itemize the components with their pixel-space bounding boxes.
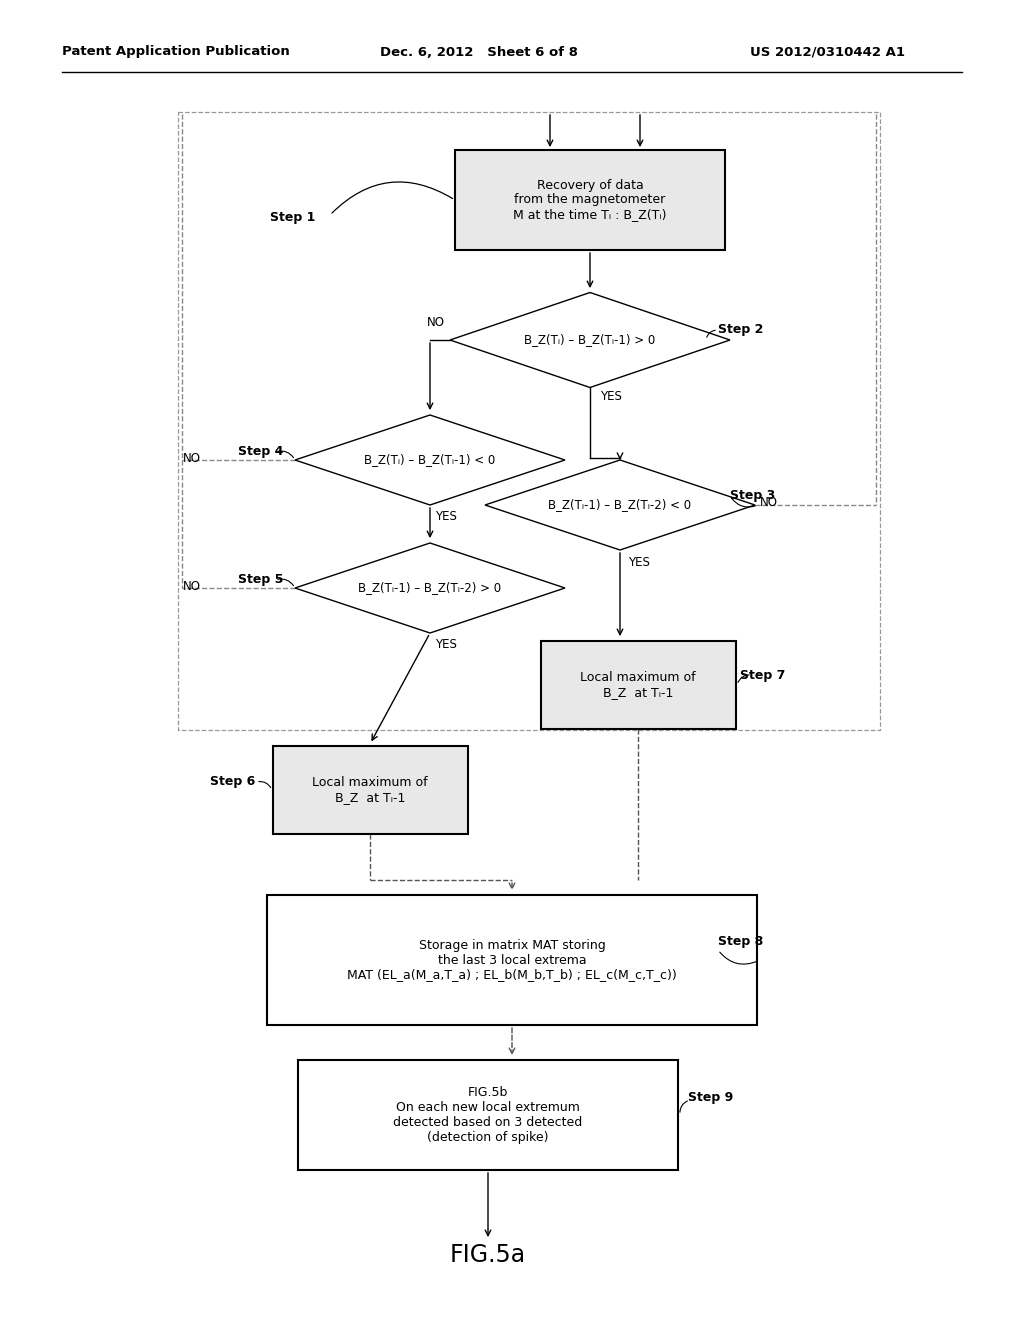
Text: Step 8: Step 8 (718, 936, 763, 949)
FancyBboxPatch shape (178, 112, 880, 730)
Text: Step 4: Step 4 (238, 446, 284, 458)
Text: US 2012/0310442 A1: US 2012/0310442 A1 (750, 45, 905, 58)
Text: FIG.5a: FIG.5a (450, 1243, 526, 1267)
Text: NO: NO (760, 496, 778, 510)
FancyBboxPatch shape (298, 1060, 678, 1170)
Text: B_Z(Tᵢ-1) – B_Z(Tᵢ-2) < 0: B_Z(Tᵢ-1) – B_Z(Tᵢ-2) < 0 (549, 499, 691, 511)
Text: Local maximum of
B_Z  at Tᵢ-1: Local maximum of B_Z at Tᵢ-1 (312, 776, 428, 804)
Text: Recovery of data
from the magnetometer
M at the time Tᵢ : B_Z(Tᵢ): Recovery of data from the magnetometer M… (513, 178, 667, 222)
FancyBboxPatch shape (541, 642, 735, 729)
Text: FIG.5b
On each new local extremum
detected based on 3 detected
(detection of spi: FIG.5b On each new local extremum detect… (393, 1086, 583, 1144)
Text: NO: NO (427, 315, 445, 329)
Text: Storage in matrix MAT storing
the last 3 local extrema
MAT (EL_a(M_a,T_a) ; EL_b: Storage in matrix MAT storing the last 3… (347, 939, 677, 982)
Text: Step 6: Step 6 (210, 776, 255, 788)
Text: B_Z(Tᵢ) – B_Z(Tᵢ-1) > 0: B_Z(Tᵢ) – B_Z(Tᵢ-1) > 0 (524, 334, 655, 346)
Text: NO: NO (183, 579, 201, 593)
Text: YES: YES (628, 556, 650, 569)
Text: Step 3: Step 3 (730, 490, 775, 503)
Text: YES: YES (435, 511, 457, 524)
Text: YES: YES (600, 391, 622, 404)
Text: NO: NO (183, 451, 201, 465)
Text: YES: YES (435, 639, 457, 652)
Text: Step 5: Step 5 (238, 573, 284, 586)
Text: B_Z(Tᵢ) – B_Z(Tᵢ-1) < 0: B_Z(Tᵢ) – B_Z(Tᵢ-1) < 0 (365, 454, 496, 466)
Polygon shape (295, 414, 565, 506)
FancyBboxPatch shape (455, 150, 725, 249)
Text: B_Z(Tᵢ-1) – B_Z(Tᵢ-2) > 0: B_Z(Tᵢ-1) – B_Z(Tᵢ-2) > 0 (358, 582, 502, 594)
FancyBboxPatch shape (272, 746, 468, 834)
Polygon shape (450, 293, 730, 388)
Polygon shape (295, 543, 565, 634)
FancyBboxPatch shape (267, 895, 757, 1026)
Polygon shape (485, 459, 755, 550)
Text: Step 2: Step 2 (718, 323, 763, 337)
Text: Dec. 6, 2012   Sheet 6 of 8: Dec. 6, 2012 Sheet 6 of 8 (380, 45, 578, 58)
Text: Step 9: Step 9 (688, 1092, 733, 1105)
Text: Local maximum of
B_Z  at Tᵢ-1: Local maximum of B_Z at Tᵢ-1 (581, 671, 696, 700)
Text: Step 1: Step 1 (270, 211, 315, 224)
Text: Step 7: Step 7 (740, 668, 785, 681)
Text: Patent Application Publication: Patent Application Publication (62, 45, 290, 58)
